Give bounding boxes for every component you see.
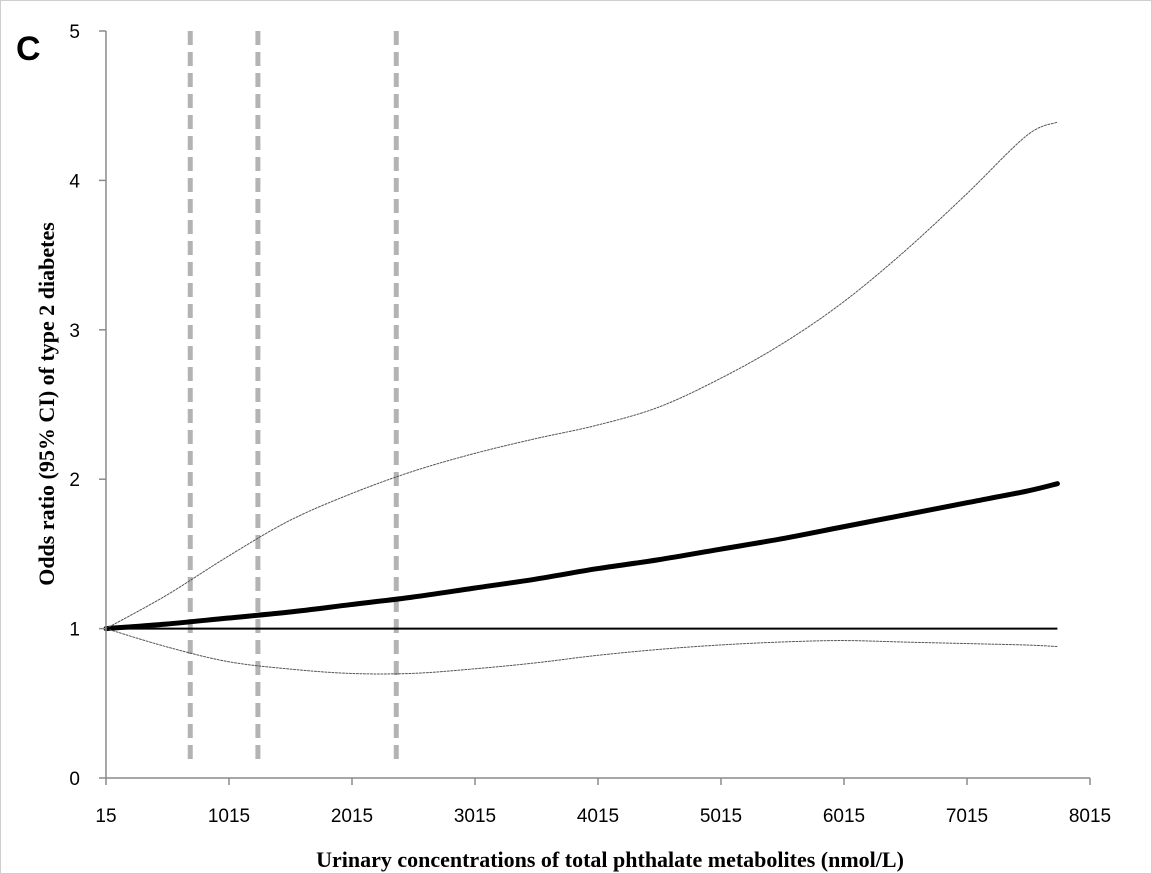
y-tick-label: 3 bbox=[69, 321, 80, 342]
series-line-estimate bbox=[103, 481, 1060, 632]
y-tick-label: 4 bbox=[69, 171, 80, 192]
axes: 0 1 2 3 4 5 15 1015 2015 3015 4015 5015 6015 7015 801… bbox=[69, 22, 1111, 827]
series-line-upper-ci bbox=[105, 121, 1058, 630]
y-tick-label: 1 bbox=[69, 620, 80, 641]
x-tick-label: 15 bbox=[95, 806, 116, 827]
x-axis-label: Urinary concentrations of total phthalat… bbox=[316, 847, 904, 872]
x-tick-label: 3015 bbox=[454, 806, 496, 827]
x-tick-label: 6015 bbox=[823, 806, 865, 827]
x-tick-label: 8015 bbox=[1069, 806, 1111, 827]
series-line-lower-ci bbox=[105, 628, 1058, 675]
vertical-markers bbox=[187, 31, 399, 764]
x-tick-label: 5015 bbox=[700, 806, 742, 827]
x-tick-label: 1015 bbox=[208, 806, 250, 827]
x-ticks: 15 1015 2015 3015 4015 5015 6015 7015 8015 bbox=[95, 778, 1111, 827]
x-tick-label: 2015 bbox=[331, 806, 373, 827]
y-tick-label: 5 bbox=[69, 22, 80, 43]
x-tick-label: 7015 bbox=[946, 806, 988, 827]
y-tick-label: 2 bbox=[69, 470, 80, 491]
y-tick-label: 0 bbox=[69, 769, 80, 790]
x-tick-label: 4015 bbox=[577, 806, 619, 827]
panel-label: C bbox=[16, 30, 41, 68]
series-group bbox=[103, 121, 1060, 675]
y-axis-label: Odds ratio (95% CI) of type 2 diabetes bbox=[34, 222, 59, 586]
y-ticks: 0 1 2 3 4 5 bbox=[69, 22, 106, 790]
